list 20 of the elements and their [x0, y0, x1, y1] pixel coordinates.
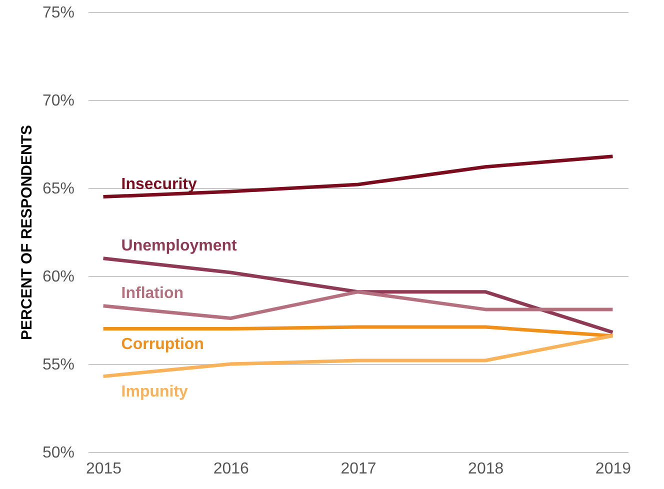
x-tick-label: 2019: [595, 460, 632, 478]
series-label: Unemployment: [121, 237, 238, 254]
series-label: Impunity: [121, 383, 188, 400]
x-tick-label: 2015: [86, 460, 122, 478]
y-tick-label: 70%: [42, 92, 74, 110]
x-tick-label: 2016: [213, 460, 250, 478]
series-label: Inflation: [121, 284, 184, 302]
y-axis-title: PERCENT OF RESPONDENTS: [18, 124, 36, 340]
y-tick-label: 65%: [42, 180, 74, 198]
line-series: [102, 334, 614, 378]
y-tick-label: 55%: [42, 356, 74, 374]
x-tick-label: 2017: [340, 460, 376, 478]
series-label: Corruption: [121, 336, 204, 353]
line-series: [102, 154, 614, 199]
y-tick-label: 60%: [42, 268, 74, 286]
x-tick-label: 2018: [468, 460, 504, 478]
series-label: Insecurity: [121, 176, 197, 193]
line-series: [102, 256, 614, 334]
y-tick-label: 50%: [42, 444, 74, 462]
y-tick-label: 75%: [42, 4, 74, 22]
